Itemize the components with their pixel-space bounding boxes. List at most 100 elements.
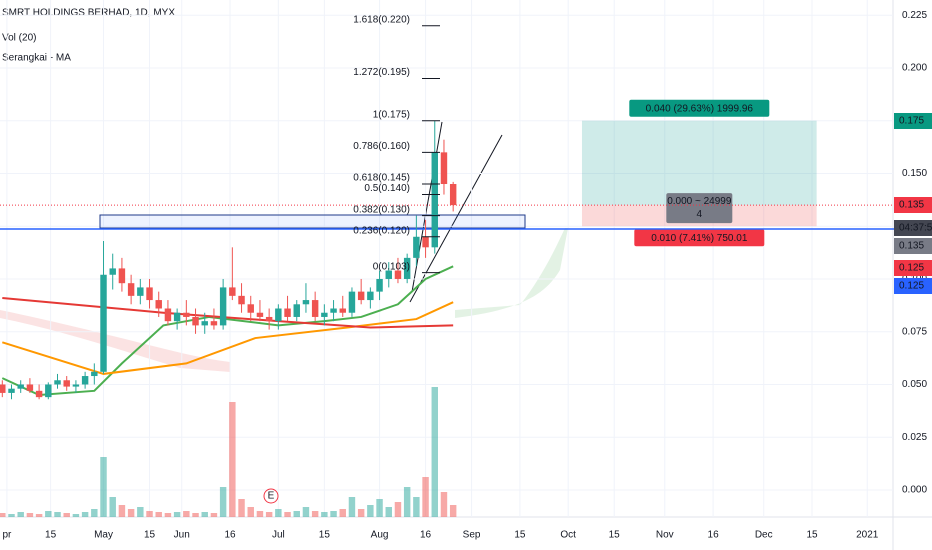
volume-bar xyxy=(72,514,80,517)
y-tick-label: 0.000 xyxy=(902,485,927,496)
volume-bar xyxy=(440,492,448,517)
volume-bar xyxy=(302,507,310,517)
fib-label: 0(0.103) xyxy=(373,261,410,272)
volume-bar xyxy=(238,499,245,517)
volume-bar xyxy=(201,512,208,517)
volume-bar xyxy=(63,513,70,517)
fib-label: 1.272(0.195) xyxy=(353,67,410,78)
y-tick-label: 0.075 xyxy=(902,326,927,337)
moving-average xyxy=(1,265,454,397)
volume-bar xyxy=(422,477,429,517)
x-tick-label: 16 xyxy=(708,530,720,541)
volume-bar xyxy=(385,507,392,517)
candle-body xyxy=(54,380,61,385)
volume-bar xyxy=(339,509,346,517)
candle-body xyxy=(293,304,300,317)
candle-body xyxy=(219,287,227,326)
target-zone xyxy=(581,120,817,206)
x-tick-label: May xyxy=(94,530,113,541)
volume-bar xyxy=(311,511,319,517)
x-tick-label: 15 xyxy=(609,530,621,541)
price-badge xyxy=(894,238,932,254)
candle-body xyxy=(348,291,356,313)
volume-bar xyxy=(330,511,337,517)
volume-bar xyxy=(293,511,300,517)
price-badge xyxy=(894,197,932,213)
candle-body xyxy=(35,390,43,398)
volume-bar xyxy=(431,387,438,517)
candle-body xyxy=(311,300,319,317)
cloud xyxy=(455,228,568,318)
candle-body xyxy=(45,384,52,398)
candle-body xyxy=(81,376,89,385)
volume-bar xyxy=(284,512,291,517)
candle-body xyxy=(155,300,162,309)
candle-body xyxy=(118,268,126,284)
volume-bar xyxy=(118,505,126,517)
fib-label: 0.5(0.140) xyxy=(364,183,410,194)
x-tick-label: Sep xyxy=(463,530,481,541)
price-badge xyxy=(894,220,932,236)
volume-bar xyxy=(100,457,107,517)
fib-label: 0.786(0.160) xyxy=(353,141,410,152)
volume-bar xyxy=(348,497,356,517)
candle-body xyxy=(109,268,116,275)
volume-bar xyxy=(54,512,61,517)
candle-body xyxy=(164,308,172,322)
candle-body xyxy=(321,312,328,317)
candle-body xyxy=(330,308,337,313)
label-box xyxy=(634,229,765,247)
price-badge xyxy=(894,260,932,276)
volume-bar xyxy=(109,497,116,517)
price-badge-label: 04:37:53 xyxy=(899,223,932,234)
volume-bar xyxy=(413,497,420,517)
volume-bar xyxy=(275,509,282,517)
volume-bar xyxy=(265,512,273,517)
x-tick-label: 15 xyxy=(319,530,331,541)
volume-bar xyxy=(164,513,172,517)
candle-body xyxy=(0,384,6,393)
candle-body xyxy=(137,287,144,296)
x-tick-label: 15 xyxy=(806,530,818,541)
candle-body xyxy=(26,384,34,391)
volume-bar xyxy=(394,502,402,517)
trend-line xyxy=(411,121,443,293)
volume-bar xyxy=(247,507,254,517)
entry-label: 0.000 ~ 24999 xyxy=(667,196,732,207)
earnings-label: E xyxy=(268,491,275,502)
candle-body xyxy=(357,291,365,301)
volume-bar xyxy=(26,513,34,517)
indicator-label: Vol (20) xyxy=(2,33,36,44)
volume-bar xyxy=(35,514,43,517)
volume-bar xyxy=(192,513,199,517)
range-box xyxy=(99,214,526,229)
candle-body xyxy=(238,295,245,305)
candle-body xyxy=(449,184,457,206)
x-tick-label: Aug xyxy=(371,530,389,541)
volume-bar xyxy=(8,514,15,517)
y-tick-label: 0.050 xyxy=(902,379,927,390)
x-tick-label: Oct xyxy=(560,530,576,541)
price-badge-label: 0.135 xyxy=(899,241,924,252)
candle-body xyxy=(192,316,199,326)
candle-body xyxy=(63,380,70,387)
volume-bar xyxy=(0,513,6,517)
volume-bar xyxy=(81,512,89,517)
volume-bar xyxy=(256,511,264,517)
candle-body xyxy=(256,312,264,317)
candle-body xyxy=(8,388,15,393)
volume-bar xyxy=(17,512,24,517)
volume-bar xyxy=(91,509,98,517)
y-tick-label: 0.025 xyxy=(902,432,927,443)
fib-label: 1(0.175) xyxy=(373,109,410,120)
candle-body xyxy=(210,321,218,326)
candle-body xyxy=(422,236,429,248)
label-box xyxy=(666,193,733,224)
indicator-label: Serangkai - MA xyxy=(2,53,71,64)
candle-body xyxy=(403,257,411,279)
stop-label: 0.010 (7.41%) 750.01 xyxy=(651,233,748,244)
y-tick-label: 0.200 xyxy=(902,63,927,74)
candle-body xyxy=(201,321,208,326)
